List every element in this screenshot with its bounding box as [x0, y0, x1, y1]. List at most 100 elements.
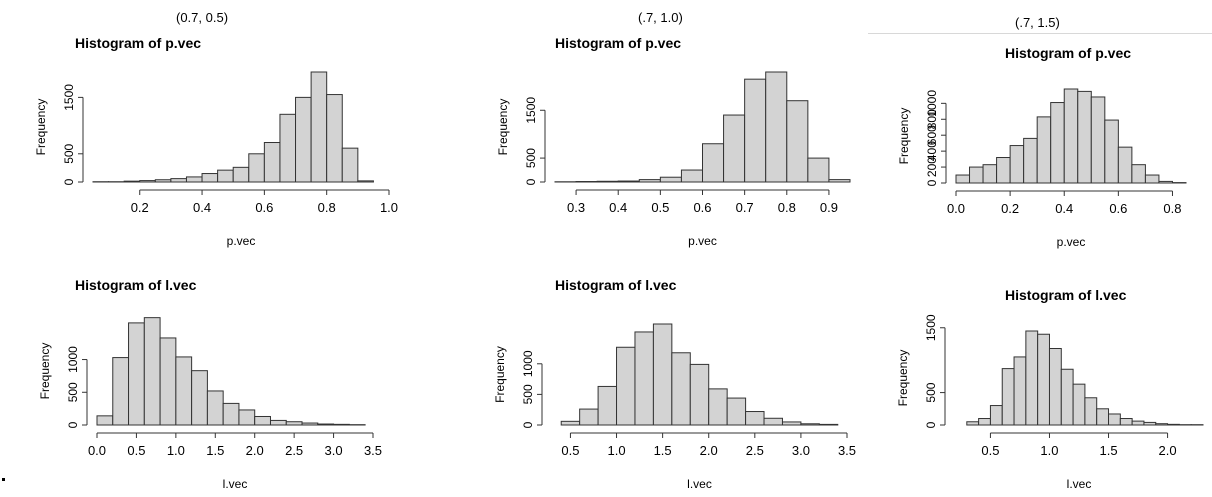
histogram-bar: [709, 389, 727, 425]
histogram-bar: [1120, 419, 1132, 425]
histogram-bar: [703, 144, 724, 182]
x-tick-label: 0.4: [609, 200, 627, 215]
histogram-bar: [782, 422, 800, 425]
histogram-bar: [207, 391, 223, 425]
x-tick-label: 0.8: [1163, 201, 1181, 216]
histogram-bar: [1064, 89, 1078, 183]
y-axis-label: Frequency: [493, 346, 507, 403]
histogram-bar: [1037, 117, 1051, 183]
histogram-bar: [113, 358, 129, 425]
y-tick-label: 1500: [924, 314, 938, 341]
chart-title: Histogram of p.vec: [1005, 45, 1131, 61]
x-axis-label: p.vec: [688, 234, 717, 248]
y-tick-label: 1000: [925, 90, 939, 117]
histogram-bar: [801, 424, 819, 425]
x-tick-label: 1.5: [206, 443, 224, 458]
histogram-bar: [1105, 120, 1119, 183]
histogram-bar: [997, 158, 1011, 183]
histogram-bar: [653, 324, 671, 425]
histogram-bar: [672, 353, 690, 425]
column-header-3: (.7, 1.5): [1015, 15, 1060, 30]
x-tick-label: 3.0: [325, 443, 343, 458]
histogram-bar: [618, 181, 639, 182]
x-tick-label: 0.5: [981, 443, 999, 458]
bars: [561, 324, 838, 425]
histogram-bar: [597, 181, 618, 182]
x-axis-label: l.vec: [223, 477, 248, 491]
histogram-bar: [140, 181, 156, 182]
x-tick-label: 0.0: [947, 201, 965, 216]
column-header-1: (0.7, 0.5): [176, 10, 228, 25]
histogram-bar: [745, 79, 766, 182]
y-tick-label: 0: [524, 178, 538, 185]
histogram-bar: [249, 154, 265, 182]
histogram-bar: [1159, 181, 1173, 183]
histogram-bar: [617, 347, 635, 425]
histogram-bar: [1078, 91, 1092, 183]
histogram-bar: [681, 170, 702, 182]
histogram-bar: [970, 167, 984, 183]
x-axis-label: l.vec: [1067, 477, 1092, 491]
histogram-bar: [318, 424, 334, 425]
histogram-bar: [264, 143, 280, 182]
histogram-bar: [764, 418, 782, 425]
x-tick-label: 1.5: [654, 443, 672, 458]
histogram-bar: [1073, 384, 1085, 425]
histogram-bar: [979, 419, 991, 425]
histogram-bar: [1097, 409, 1109, 425]
x-tick-label: 3.5: [364, 443, 382, 458]
histogram-bar: [1109, 414, 1121, 425]
chart-title: Histogram of l.vec: [75, 277, 197, 293]
column-header-2: (.7, 1.0): [638, 10, 683, 25]
histogram-bar: [819, 424, 837, 425]
x-tick-label: 0.8: [778, 200, 796, 215]
y-axis-label: Frequency: [897, 108, 911, 165]
histogram-bar: [808, 158, 829, 182]
histogram-bar: [967, 422, 979, 425]
histogram-bar: [1144, 422, 1156, 425]
bars: [956, 89, 1186, 183]
x-tick-label: 0.0: [88, 443, 106, 458]
histogram-bar: [286, 422, 302, 425]
histogram-bar: [255, 416, 271, 425]
histogram-bar: [766, 72, 787, 182]
histogram-bar: [155, 180, 171, 182]
histogram-bar: [727, 398, 745, 425]
histogram-bar: [635, 332, 653, 425]
histogram-bar: [270, 420, 286, 425]
histogram-bar: [223, 403, 239, 425]
x-tick-label: 1.0: [167, 443, 185, 458]
x-tick-label: 0.5: [127, 443, 145, 458]
histogram-bar: [1085, 398, 1097, 425]
chart-title: Histogram of p.vec: [75, 35, 201, 51]
histogram-bar: [746, 412, 764, 425]
y-axis-label: Frequency: [34, 99, 48, 156]
x-tick-label: 0.4: [193, 200, 211, 215]
y-tick-label: 1000: [521, 350, 535, 377]
chart-title: Histogram of l.vec: [555, 277, 677, 293]
histogram-bar: [724, 115, 745, 182]
x-tick-label: 0.2: [1001, 201, 1019, 216]
histogram-bar: [829, 180, 850, 182]
bars: [93, 72, 373, 182]
histogram-bar: [639, 180, 660, 182]
histogram-bar: [990, 406, 1002, 425]
histogram-bar: [97, 416, 113, 425]
histogram-bar: [302, 423, 318, 425]
x-tick-label: 0.5: [651, 200, 669, 215]
x-tick-label: 3.5: [838, 443, 856, 458]
histogram-bar: [1024, 138, 1038, 183]
y-axis-label: Frequency: [896, 350, 910, 407]
x-tick-label: 0.2: [131, 200, 149, 215]
histogram-bar: [239, 410, 255, 425]
histogram-bar: [171, 179, 187, 182]
histogram-bar: [176, 357, 192, 425]
x-tick-label: 0.6: [1109, 201, 1127, 216]
x-tick-label: 0.3: [567, 200, 585, 215]
histogram-bar: [983, 165, 997, 183]
histogram-bar: [1132, 165, 1146, 183]
